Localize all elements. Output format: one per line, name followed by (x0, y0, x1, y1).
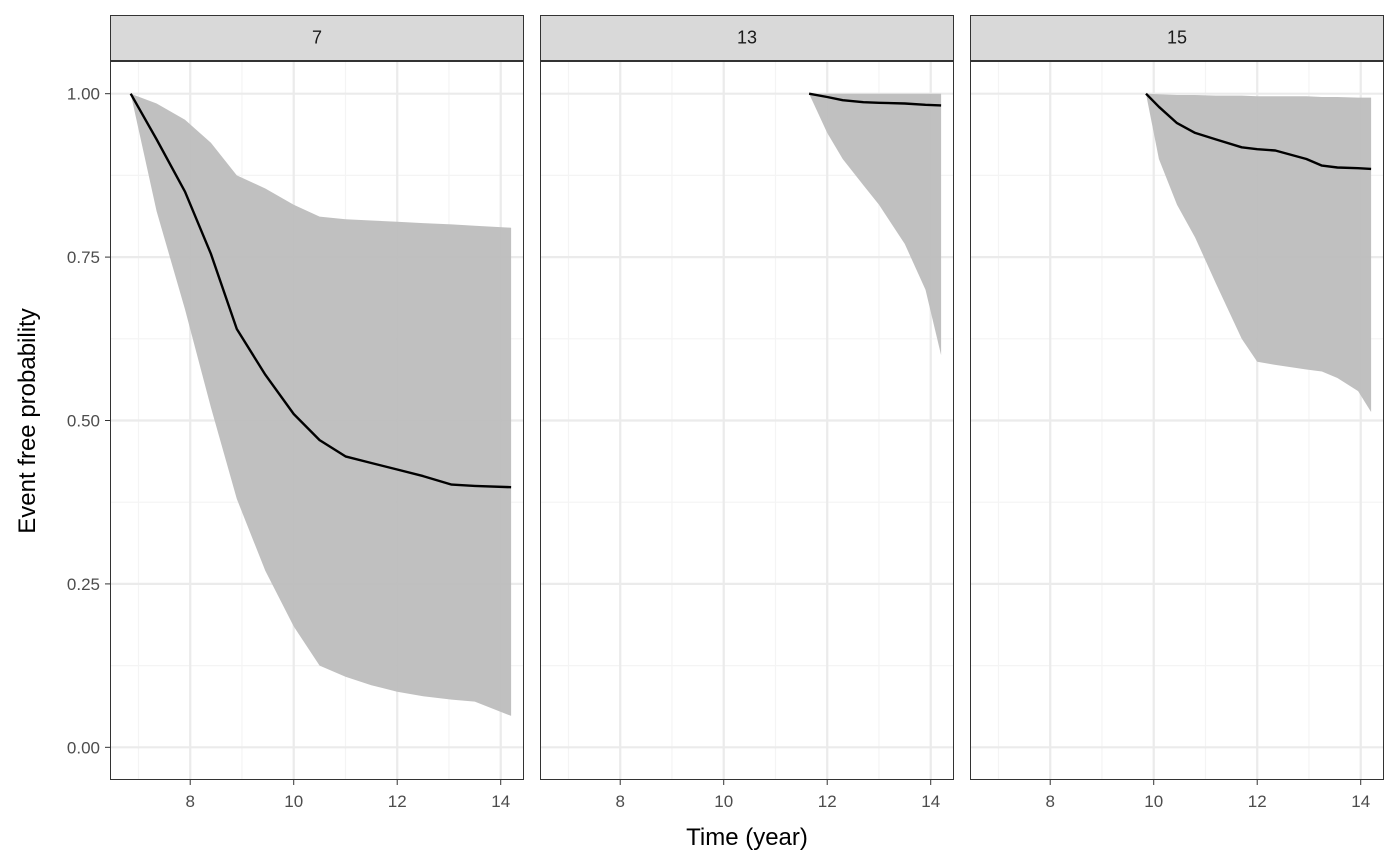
y-tick-label: 0.50 (67, 412, 100, 431)
facet-panel-7: 7 8 10 12 14 0.00 0.25 0.50 0.75 1.00 (67, 15, 524, 811)
x-tick-label: 14 (491, 792, 510, 811)
facet-strip-label: 7 (312, 28, 322, 48)
facet-strip-label: 15 (1167, 28, 1187, 48)
x-axis-title: Time (year) (686, 824, 808, 851)
x-tick-label: 12 (818, 792, 837, 811)
x-tick-label: 10 (1144, 792, 1163, 811)
facet-strip (970, 15, 1384, 61)
survival-line (808, 92, 942, 107)
x-tick-label: 8 (615, 792, 624, 811)
x-tick-label: 10 (284, 792, 303, 811)
x-tick-label: 12 (388, 792, 407, 811)
y-tick-label: 0.75 (67, 248, 100, 267)
x-tick-label: 8 (185, 792, 194, 811)
facet-panel-15: 15 8 10 12 14 (970, 15, 1384, 811)
facet-strip-label: 13 (737, 28, 757, 48)
panel-border (970, 61, 1384, 780)
confidence-band (809, 93, 942, 356)
panel-border (540, 61, 954, 780)
y-tick-label: 0.25 (67, 575, 100, 594)
confidence-band (1146, 93, 1372, 412)
survival-line (1145, 92, 1372, 171)
y-axis-title: Event free probability (14, 308, 41, 533)
y-tick-label: 1.00 (67, 85, 100, 104)
panel-border (110, 61, 524, 780)
y-tick-label: 0.00 (67, 738, 100, 757)
x-tick-label: 14 (1351, 792, 1370, 811)
x-tick-label: 10 (714, 792, 733, 811)
survival-line (129, 93, 512, 489)
facet-strip (110, 15, 524, 61)
facet-strip (540, 15, 954, 61)
x-tick-label: 14 (921, 792, 940, 811)
x-tick-label: 8 (1045, 792, 1054, 811)
x-tick-label: 12 (1248, 792, 1267, 811)
confidence-band (130, 93, 512, 716)
facet-panel-13: 13 8 10 12 14 (540, 15, 954, 811)
